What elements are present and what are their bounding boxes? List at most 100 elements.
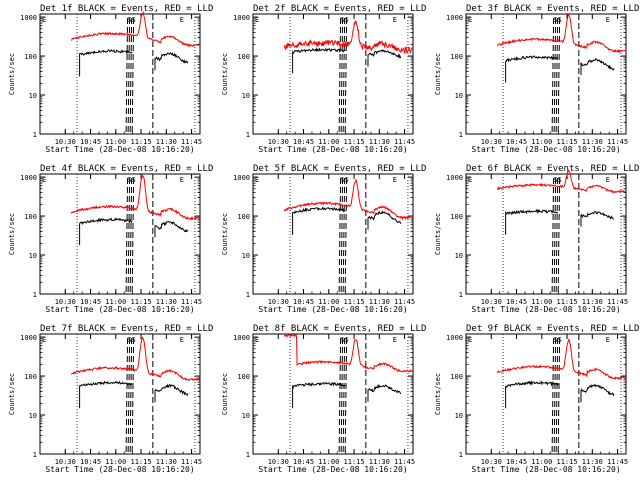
marker-s: S xyxy=(131,336,135,344)
panel-title: Det 1f BLACK = Events, RED = LLD xyxy=(40,4,213,14)
y-tick-label: 1000 xyxy=(233,14,250,22)
y-axis-label: Counts/sec xyxy=(8,213,16,255)
marker-s: S xyxy=(127,176,131,184)
x-tick-label: 11:45 xyxy=(181,298,202,306)
x-tick-label: 11:45 xyxy=(607,138,628,146)
x-tick-label: 11:30 xyxy=(582,458,603,466)
lld-series-line xyxy=(70,10,200,48)
dashed-marker-line xyxy=(340,177,344,295)
lld-series-line xyxy=(496,169,626,194)
x-tick-label: 11:30 xyxy=(156,138,177,146)
dashed-marker-line xyxy=(131,337,135,455)
y-tick-label: 100 xyxy=(24,373,37,381)
dashed-marker-line xyxy=(125,337,129,455)
marker-e: E xyxy=(606,176,610,184)
y-tick-label: 100 xyxy=(237,53,250,61)
dashed-marker-line xyxy=(555,337,559,455)
x-tick-label: 10:30 xyxy=(55,138,76,146)
dashed-marker-line xyxy=(344,177,348,295)
dashed-marker-line xyxy=(127,337,131,455)
events-series-line xyxy=(505,380,615,409)
events-series-line xyxy=(505,55,615,83)
dashed-marker-line xyxy=(129,337,133,455)
y-tick-label: 100 xyxy=(450,213,463,221)
x-tick-label: 11:00 xyxy=(318,298,339,306)
plot-frame xyxy=(252,173,414,295)
y-tick-label: 1 xyxy=(459,291,463,299)
dashed-marker-line xyxy=(127,17,131,135)
x-tick-label: 10:30 xyxy=(55,298,76,306)
x-tick-label: 11:00 xyxy=(531,138,552,146)
detector-panel-8: Det 8f BLACK = Events, RED = LLD 1 10 100 10… xyxy=(221,324,426,474)
x-axis-label: Start Time (28-Dec-08 10:16:20) xyxy=(258,305,407,314)
y-tick-label: 10 xyxy=(29,252,37,260)
y-tick-label: 1000 xyxy=(446,334,463,342)
y-axis-label: Counts/sec xyxy=(8,373,16,415)
panel-title: Det 8f BLACK = Events, RED = LLD xyxy=(253,324,426,334)
marker-e: E xyxy=(42,336,46,344)
marker-s: S xyxy=(553,336,557,344)
x-tick-label: 10:45 xyxy=(506,138,527,146)
marker-s: S xyxy=(553,176,557,184)
x-tick-label: 11:30 xyxy=(369,298,390,306)
dashed-marker-line xyxy=(125,177,129,295)
y-tick-label: 100 xyxy=(450,373,463,381)
plot-frame xyxy=(465,13,627,135)
detector-panel-2: Det 2f BLACK = Events, RED = LLD 1 10 100 10… xyxy=(221,4,426,154)
marker-e: E xyxy=(255,336,259,344)
dashed-marker-line xyxy=(551,177,555,295)
y-tick-label: 1 xyxy=(33,291,37,299)
y-tick-label: 1 xyxy=(246,131,250,139)
y-tick-label: 1000 xyxy=(446,14,463,22)
marker-e: E xyxy=(255,16,259,24)
panel-title: Det 4f BLACK = Events, RED = LLD xyxy=(40,164,213,174)
events-series-line xyxy=(292,381,401,409)
y-axis-label: Counts/sec xyxy=(221,53,229,95)
dashed-marker-line xyxy=(338,17,342,135)
marker-e: E xyxy=(42,176,46,184)
y-tick-label: 100 xyxy=(24,213,37,221)
marker-e: E xyxy=(180,336,184,344)
x-tick-label: 11:45 xyxy=(607,298,628,306)
y-axis-label: Counts/sec xyxy=(221,213,229,255)
y-tick-label: 10 xyxy=(29,92,37,100)
detector-panel-5: Det 5f BLACK = Events, RED = LLD 1 10 100 10… xyxy=(221,164,426,314)
x-tick-label: 10:45 xyxy=(80,458,101,466)
marker-e: E xyxy=(42,16,46,24)
lld-series-line xyxy=(496,13,626,54)
lld-series-line xyxy=(496,338,626,381)
y-tick-label: 1 xyxy=(246,451,250,459)
y-tick-label: 100 xyxy=(237,373,250,381)
dashed-marker-line xyxy=(340,17,344,135)
y-tick-label: 1 xyxy=(459,131,463,139)
marker-s: S xyxy=(127,16,131,24)
x-tick-label: 11:15 xyxy=(557,298,578,306)
marker-s: S xyxy=(131,176,135,184)
dashed-marker-line xyxy=(557,337,561,455)
events-series-line xyxy=(505,208,615,235)
lld-series-line xyxy=(70,174,200,221)
dashed-marker-line xyxy=(340,337,344,455)
plot-frame xyxy=(465,173,627,295)
detector-panel-4: Det 4f BLACK = Events, RED = LLD 1 10 100 10… xyxy=(8,164,213,314)
lld-series-line xyxy=(283,333,413,373)
x-tick-label: 11:00 xyxy=(318,138,339,146)
marker-e: E xyxy=(180,16,184,24)
x-tick-label: 11:00 xyxy=(531,458,552,466)
x-tick-label: 11:15 xyxy=(344,298,365,306)
panel-title: Det 5f BLACK = Events, RED = LLD xyxy=(253,164,426,174)
marker-e: E xyxy=(255,176,259,184)
x-tick-label: 11:15 xyxy=(557,138,578,146)
x-tick-label: 11:00 xyxy=(105,138,126,146)
marker-s: S xyxy=(553,16,557,24)
marker-s: S xyxy=(340,16,344,24)
events-series-line xyxy=(292,47,402,74)
y-tick-label: 1000 xyxy=(20,334,37,342)
marker-s: S xyxy=(131,16,135,24)
marker-e: E xyxy=(393,16,397,24)
dashed-marker-line xyxy=(555,17,559,135)
x-tick-label: 10:45 xyxy=(80,138,101,146)
dashed-marker-line xyxy=(131,177,135,295)
dashed-marker-line xyxy=(344,17,348,135)
y-axis-label: Counts/sec xyxy=(221,373,229,415)
